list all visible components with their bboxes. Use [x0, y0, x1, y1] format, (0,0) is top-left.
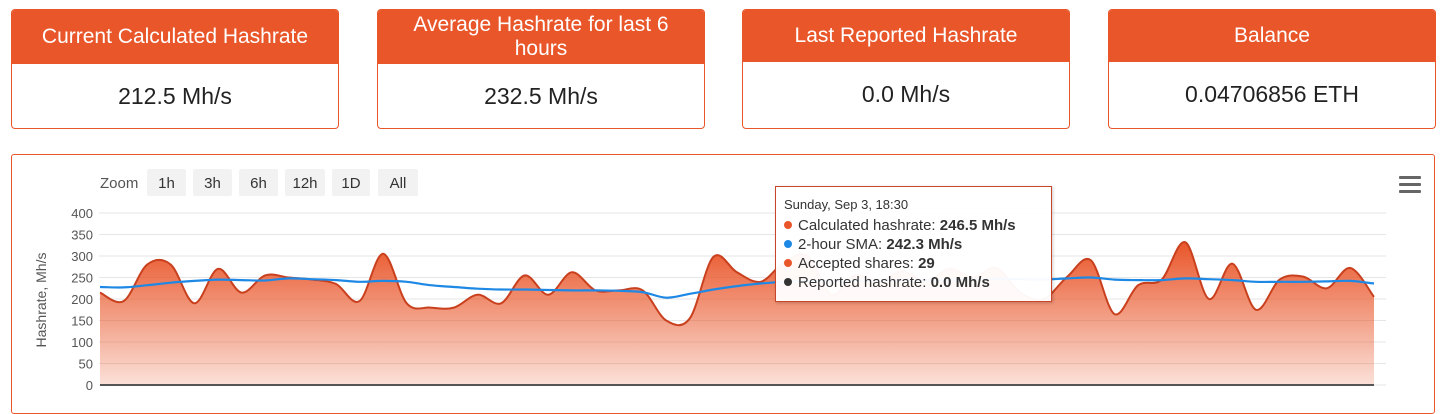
card-value: 232.5 Mh/s	[484, 82, 598, 109]
tooltip-row-calculated: Calculated hashrate: 246.5 Mh/s	[784, 216, 1043, 235]
tooltip-value: 242.3 Mh/s	[886, 236, 963, 253]
tooltip-dot	[784, 240, 792, 249]
zoom-button-label: 1D	[341, 175, 360, 192]
card-title: Balance	[1109, 10, 1435, 62]
zoom-button-all[interactable]: All	[378, 169, 418, 196]
y-tick-label: 150	[71, 314, 93, 329]
tooltip-dot	[784, 278, 792, 287]
tooltip-title: Sunday, Sep 3, 18:30	[784, 197, 909, 212]
zoom-button-label: 1h	[158, 175, 175, 192]
y-axis-ticks: 400 350 300 250 200 150 100 50 0 -50	[71, 206, 93, 402]
zoom-button-1d[interactable]: 1D	[332, 169, 370, 196]
tooltip-label: Reported hashrate	[798, 274, 923, 291]
tooltip-row-shares: Accepted shares: 29	[784, 254, 1043, 273]
card-value: 0.04706856 ETH	[1185, 80, 1359, 107]
calculated-hashrate-area	[100, 241, 1374, 385]
zoom-button-label: 12h	[292, 175, 317, 192]
balance-card: Balance 0.04706856 ETH	[1108, 9, 1436, 129]
y-tick-label: 300	[71, 249, 93, 264]
tooltip-dot	[784, 221, 792, 230]
y-tick-label: 200	[71, 292, 93, 307]
reported-hashrate-card: Last Reported Hashrate 0.0 Mh/s	[742, 9, 1070, 129]
y-tick-label: 350	[71, 228, 93, 243]
y-tick-label: 250	[71, 271, 93, 286]
hashrate-chart: Zoom 1h 3h 6h 12h 1D All 400 350 300 250 200 150 10…	[33, 169, 1386, 402]
plot-area	[99, 241, 1375, 386]
card-value: 0.0 Mh/s	[861, 80, 951, 107]
y-tick-label: 100	[71, 335, 93, 350]
y-tick-label: 50	[79, 357, 93, 372]
y-axis-label: Hashrate, Mh/s	[33, 253, 49, 348]
hamburger-menu-icon[interactable]	[1399, 176, 1421, 194]
zoom-button-label: All	[390, 175, 407, 192]
tooltip-label: Calculated hashrate	[798, 217, 932, 234]
zoom-label: Zoom	[100, 175, 138, 192]
y-tick-label: -50	[74, 400, 93, 403]
zoom-controls: Zoom 1h 3h 6h 12h 1D All	[100, 169, 418, 196]
card-title: Last Reported Hashrate	[743, 10, 1069, 62]
card-title: Current Calculated Hashrate	[12, 10, 338, 64]
sma-line	[99, 276, 1375, 299]
tooltip-value: 0.0 Mh/s	[930, 274, 990, 291]
zoom-button-label: 3h	[204, 175, 221, 192]
y-tick-label: 400	[71, 206, 93, 221]
tooltip-label: 2-hour SMA	[798, 236, 879, 253]
card-value: 212.5 Mh/s	[118, 82, 232, 109]
tooltip-dot	[784, 259, 792, 268]
zoom-button-6h[interactable]: 6h	[239, 169, 278, 196]
zoom-button-12h[interactable]: 12h	[285, 169, 325, 196]
tooltip-value: 246.5 Mh/s	[939, 217, 1016, 234]
current-hashrate-card: Current Calculated Hashrate 212.5 Mh/s	[11, 9, 339, 129]
tooltip-row-reported: Reported hashrate: 0.0 Mh/s	[784, 273, 1043, 292]
y-tick-label: 0	[86, 378, 93, 393]
zoom-button-3h[interactable]: 3h	[193, 169, 232, 196]
zoom-button-label: 6h	[250, 175, 267, 192]
tooltip-value: 29	[918, 255, 935, 272]
chart-tooltip: Sunday, Sep 3, 18:30 Calculated hashrate…	[775, 186, 1052, 302]
average-hashrate-card: Average Hashrate for last 6 hours 232.5 …	[377, 9, 705, 129]
tooltip-row-sma: 2-hour SMA: 242.3 Mh/s	[784, 235, 1043, 254]
card-title: Average Hashrate for last 6 hours	[378, 10, 704, 64]
zoom-button-1h[interactable]: 1h	[147, 169, 186, 196]
tooltip-label: Accepted shares	[798, 255, 910, 272]
